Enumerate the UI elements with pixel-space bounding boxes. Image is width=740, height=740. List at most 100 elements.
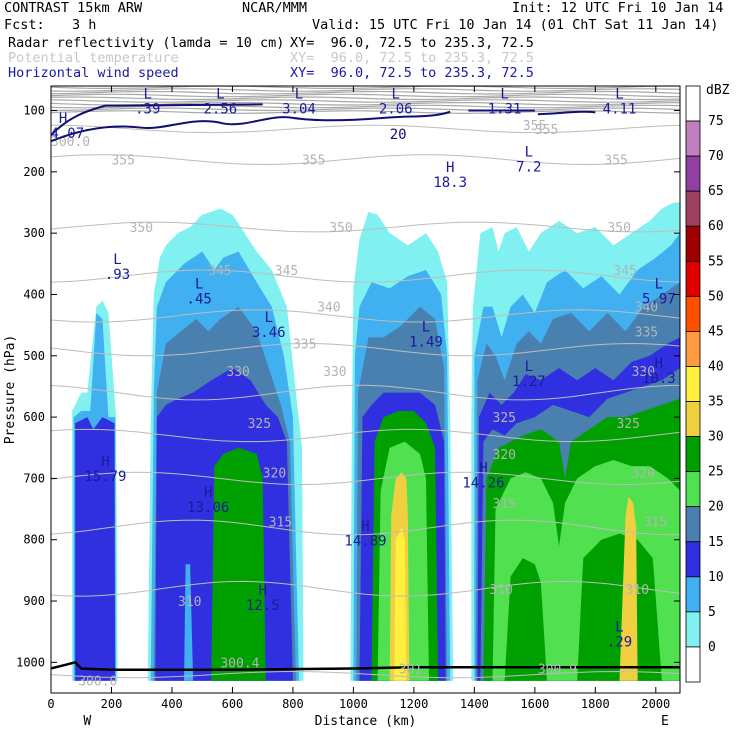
wind-min-marker: L — [113, 252, 121, 268]
wind-value-label: 18.3 — [433, 175, 467, 191]
colorbar-swatch-below — [685, 646, 701, 683]
colorbar-tick-label: 0 — [708, 640, 716, 655]
colorbar-tick-label: 75 — [708, 114, 724, 129]
theta-label: 325 — [248, 417, 271, 432]
theta-label: 340 — [635, 301, 658, 316]
y-axis-label: Pressure (hPa) — [3, 335, 18, 445]
wind-min-marker: L — [615, 620, 623, 636]
wind-label: L1.31 — [488, 86, 522, 117]
wind-max-marker: H — [446, 160, 454, 176]
theta-contour-upper — [51, 90, 680, 95]
y-tick-label: 800 — [23, 533, 45, 547]
colorbar-swatch — [685, 190, 701, 227]
wind-label: L2.56 — [203, 86, 237, 117]
colorbar-tick-label: 25 — [708, 465, 724, 480]
wind-value-label: 10.3 — [642, 371, 676, 387]
reflectivity-cell-4-35dbz — [619, 496, 638, 681]
west-label: W — [83, 714, 91, 729]
theta-label: 330 — [226, 365, 249, 380]
theta-contour — [51, 342, 680, 357]
model-name: CONTRAST 15km ARW — [4, 0, 143, 16]
wind-label: H14.26 — [462, 460, 504, 491]
theta-contour — [51, 670, 680, 679]
wind-min-marker: L — [295, 86, 303, 102]
theta-label: 350 — [607, 221, 630, 236]
colorbar-swatch — [685, 366, 701, 402]
wind-min-marker: L — [265, 310, 273, 326]
theta-contour — [51, 580, 680, 597]
reflectivity-cell-3-40dbz — [394, 527, 407, 681]
colorbar-tick-label: 10 — [708, 570, 724, 585]
theta-label: 330 — [632, 365, 655, 380]
y-tick-label: 400 — [23, 287, 45, 301]
field-xy-theta: XY= 96.0, 72.5 to 235.3, 72.5 — [290, 50, 534, 66]
theta-contour-upper — [51, 96, 680, 101]
theta-contour-upper — [51, 86, 680, 89]
reflectivity-cell-2-30dbz — [211, 447, 266, 681]
theta-contour — [51, 384, 680, 401]
y-tick-label: 700 — [23, 471, 45, 485]
wind-min-marker: L — [195, 276, 203, 292]
wind-max-marker: H — [361, 519, 369, 535]
colorbar-swatch — [685, 120, 701, 157]
field-name-wind: Horizontal wind speed — [8, 65, 179, 81]
colorbar-swatch — [685, 260, 701, 297]
colorbar-tick-label: 40 — [708, 359, 724, 374]
reflectivity-cell-4-30dbz-c — [577, 533, 662, 681]
wind-label: H18.3 — [433, 160, 467, 191]
theta-label: 350 — [329, 221, 352, 236]
wind-min-marker: L — [144, 86, 152, 102]
theta-label: 320 — [632, 466, 655, 481]
wind-label: L2.06 — [379, 86, 413, 117]
wind-max-marker: H — [258, 583, 266, 599]
wind-value-label: 12.5 — [246, 598, 280, 614]
x-tick-label: 1000 — [339, 697, 368, 711]
x-tick-label: 600 — [222, 697, 244, 711]
theta-contour — [51, 221, 680, 233]
colorbar-tick-label: 50 — [708, 289, 724, 304]
colorbar-tick-label: 20 — [708, 500, 724, 515]
colorbar-swatch — [685, 85, 701, 122]
x-tick-label: 800 — [282, 697, 304, 711]
wind-value-label: .93 — [105, 267, 130, 283]
wind-label: H13.06 — [187, 485, 229, 516]
colorbar-tick-label: 45 — [708, 324, 724, 339]
colorbar-tick-label: 65 — [708, 184, 724, 199]
colorbar-tick-label: 55 — [708, 254, 724, 269]
theta-label: 300.0 — [51, 135, 90, 150]
colorbar-tick-label: 15 — [708, 535, 724, 550]
wind-value-label: 15.79 — [84, 469, 126, 485]
wind-label: L.29 — [607, 620, 632, 651]
colorbar-swatch — [685, 401, 701, 437]
theta-label: 315 — [493, 497, 516, 512]
theta-label: 325 — [493, 411, 516, 426]
theta-label: 345 — [208, 264, 231, 279]
theta-label: 325 — [616, 417, 639, 432]
wind-value-label: 14.26 — [462, 475, 504, 491]
theta-label: 315 — [644, 515, 667, 530]
wind-value-label: 2.06 — [379, 101, 413, 117]
colorbar-tick-label: 5 — [708, 605, 716, 620]
theta-label: 300.4 — [220, 656, 259, 671]
y-tick-label: 500 — [23, 349, 45, 363]
theta-label: 355 — [604, 154, 627, 169]
wind-value-label: 2.56 — [203, 101, 237, 117]
x-tick-label: 1600 — [520, 697, 549, 711]
theta-label: 310 — [178, 595, 201, 610]
wind-label: H14.89 — [344, 519, 386, 550]
y-tick-label: 600 — [23, 410, 45, 424]
surface-line — [51, 660, 680, 671]
x-tick-label: 400 — [161, 697, 183, 711]
fcst-label: Fcst: — [4, 17, 45, 33]
init-time: Init: 12 UTC Fri 10 Jan 14 — [512, 0, 724, 16]
wind-max-marker: H — [479, 460, 487, 476]
wind-label: H15.79 — [84, 454, 126, 485]
wind-label: H24.07 — [51, 111, 84, 142]
wind-label: L.93 — [105, 252, 130, 283]
y-tick-label: 100 — [23, 104, 45, 118]
wind-value-label: .29 — [607, 635, 632, 651]
theta-label: 300.0 — [78, 675, 117, 690]
wind-value-label: 1.49 — [409, 334, 443, 350]
